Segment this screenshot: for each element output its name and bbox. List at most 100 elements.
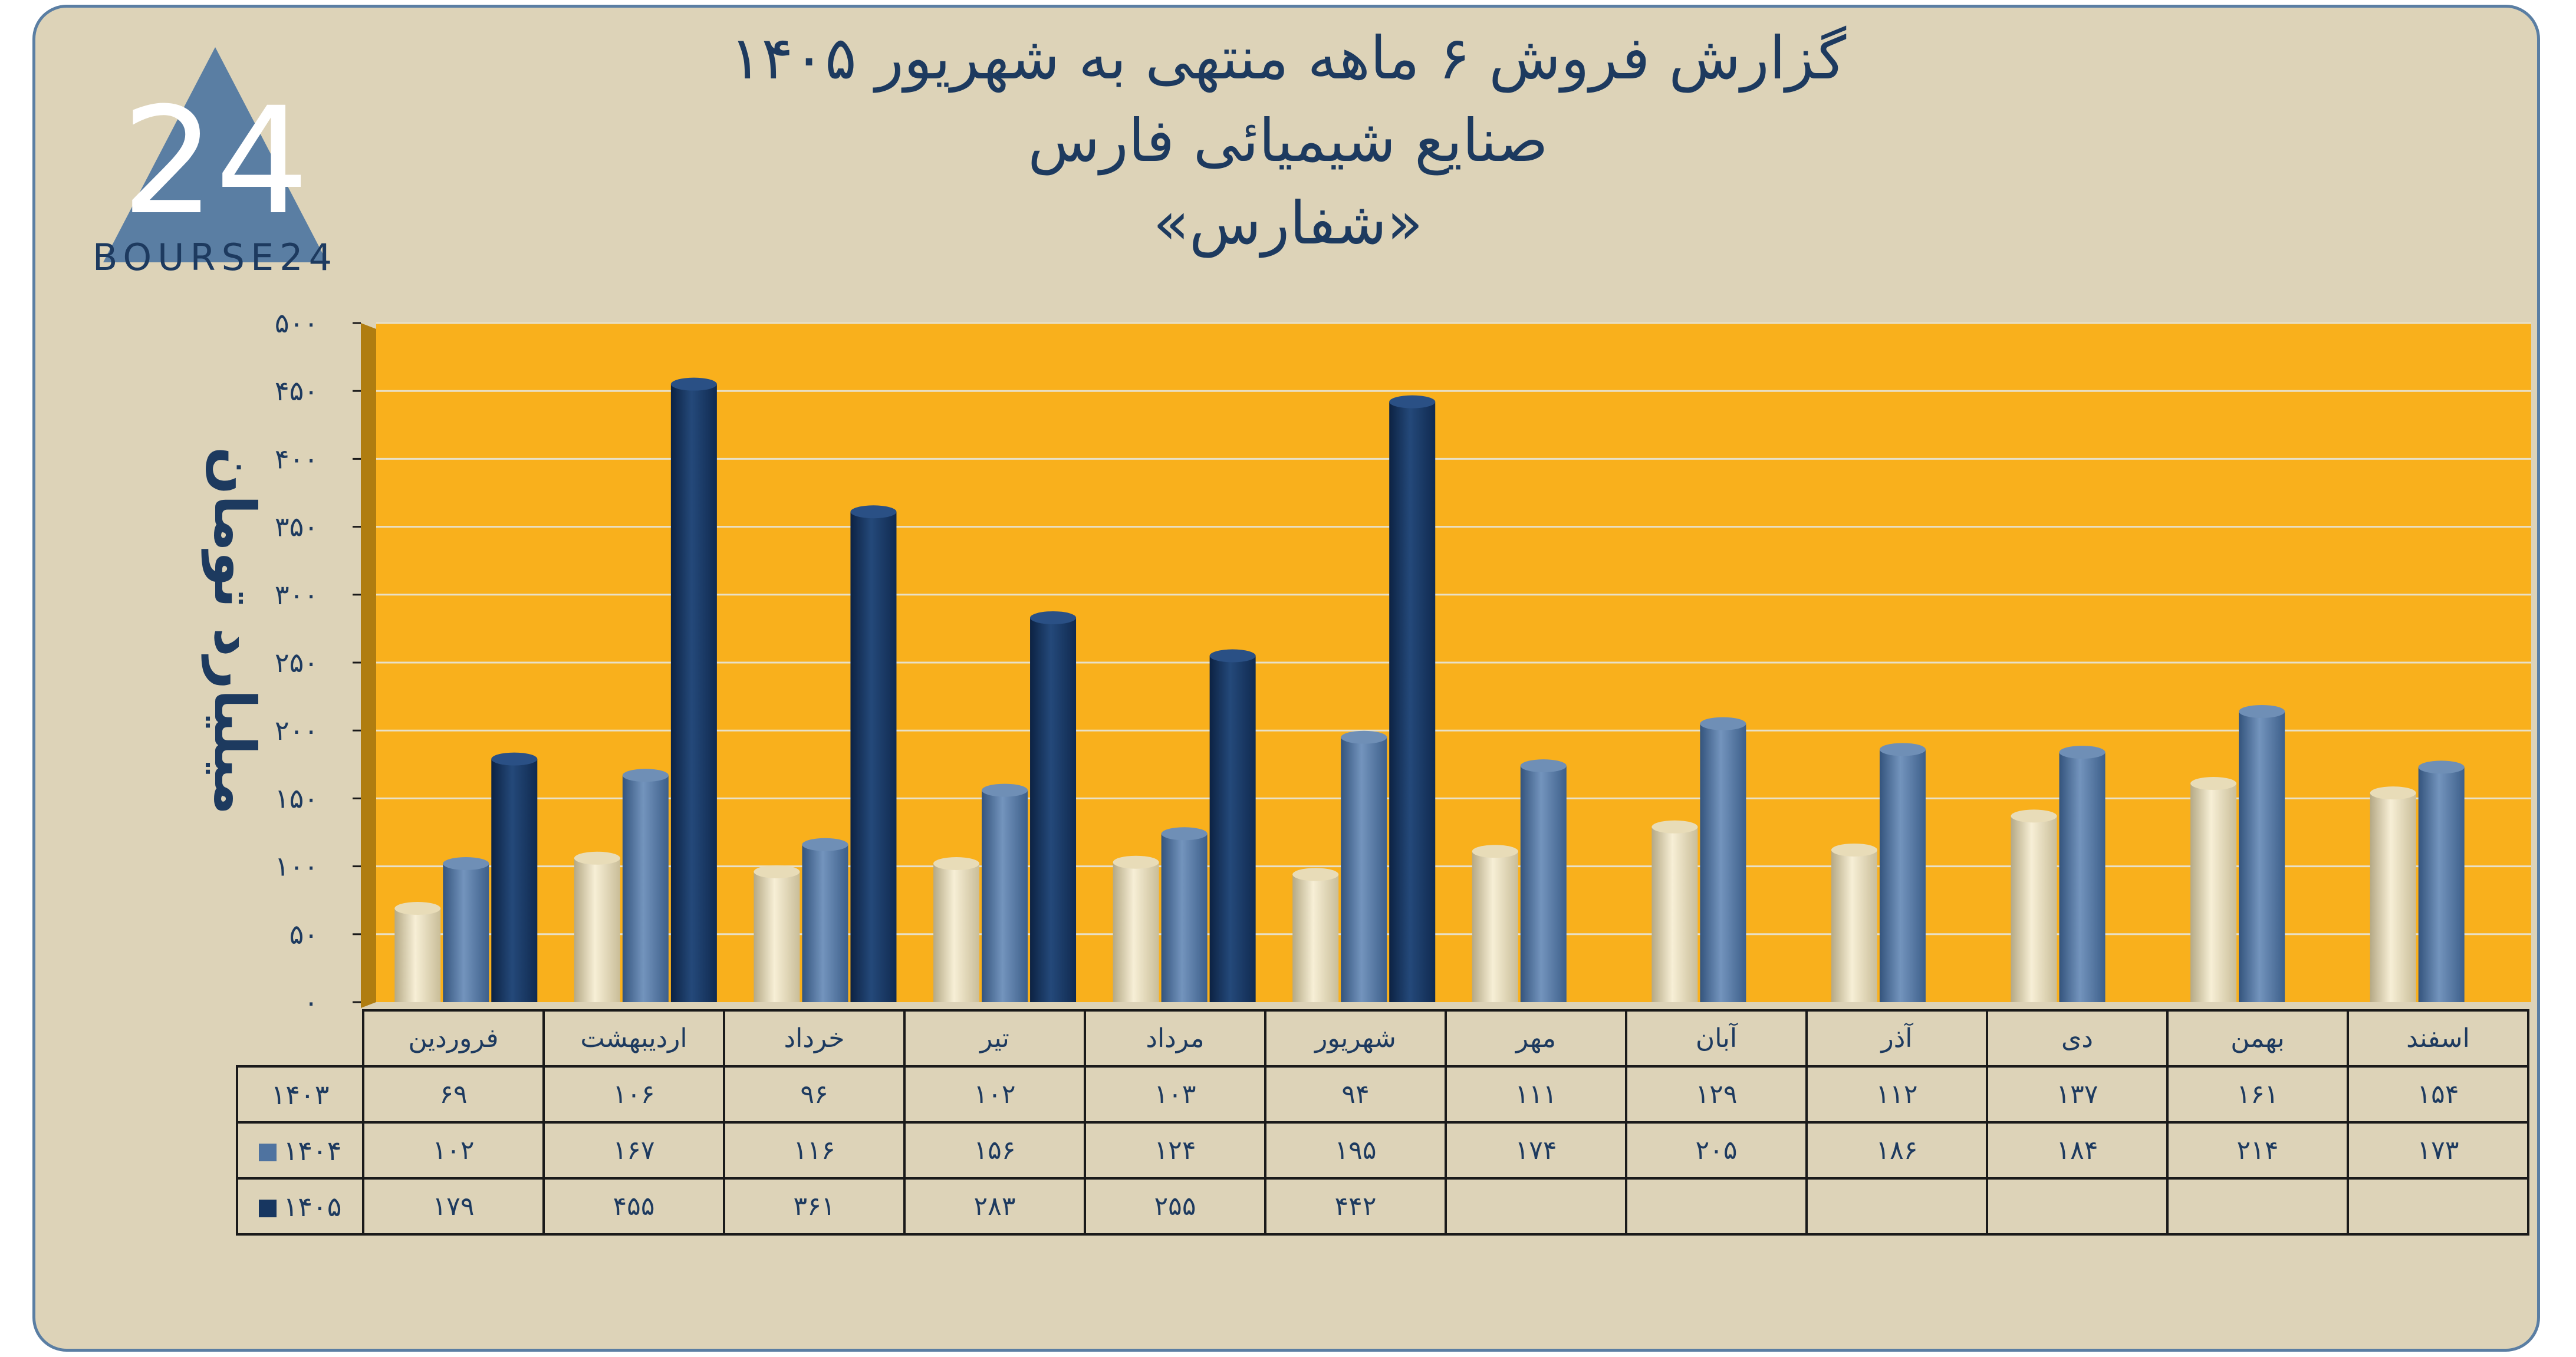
bar-۱۴۰۵ (1030, 617, 1077, 1002)
bar-۱۴۰۳ (2011, 816, 2057, 1002)
month-label: مهر (1445, 1009, 1627, 1068)
bar-۱۴۰۳ (574, 858, 620, 1002)
data-label: ۱۲۴ (1084, 1121, 1266, 1180)
bar-۱۴۰۴ (2239, 711, 2285, 1002)
bar-cap (2059, 746, 2105, 759)
data-label: ۹۶ (723, 1065, 906, 1124)
series-label: ۱۴۰۴ (236, 1121, 364, 1180)
legend-swatch (258, 1200, 277, 1217)
bar-۱۴۰۴ (802, 844, 848, 1002)
data-label: ۱۵۴ (2347, 1065, 2529, 1124)
bar-۱۴۰۳ (1292, 874, 1339, 1002)
bar-۱۴۰۴ (2059, 752, 2105, 1002)
y-tick-label: ۵۰ (289, 918, 318, 950)
series-label: ۱۴۰۳ (236, 1065, 364, 1124)
bar-cap (1389, 395, 1436, 409)
table-corner (237, 1010, 364, 1068)
data-label: ۲۰۵ (1625, 1121, 1808, 1180)
y-tick-label: ۳۰۰ (275, 579, 318, 611)
bar-cap (1161, 827, 1208, 841)
data-label: ۱۷۹ (362, 1177, 545, 1236)
bar-۱۴۰۵ (1389, 401, 1436, 1002)
data-label (2347, 1177, 2529, 1236)
month-label: آذر (1805, 1009, 1988, 1068)
data-label: ۱۶۱ (2166, 1065, 2349, 1124)
bar-cap (1113, 855, 1159, 869)
series-name: ۱۴۰۴ (283, 1134, 342, 1167)
data-label: ۱۷۴ (1445, 1121, 1627, 1180)
data-label: ۱۷۳ (2347, 1121, 2529, 1180)
plot-left-wall (361, 323, 376, 1008)
data-label: ۴۴۲ (1264, 1177, 1447, 1236)
bar-۱۴۰۴ (1341, 737, 1387, 1002)
data-label: ۱۸۶ (1805, 1121, 1988, 1180)
bar-cap (1520, 759, 1567, 773)
bar-cap (982, 783, 1028, 797)
data-label: ۴۵۵ (542, 1177, 725, 1236)
bar-۱۴۰۳ (2190, 783, 2237, 1002)
table-row: ۱۴۰۵ ۱۷۹ ۴۵۵ ۳۶۱ ۲۸۳ ۲۵۵ ۴۴۲ (236, 1177, 2529, 1236)
bar-cap (1651, 820, 1698, 834)
data-label: ۱۱۲ (1805, 1065, 1988, 1124)
data-label: ۱۳۷ (1986, 1065, 2169, 1124)
y-tick-label: ۲۵۰ (275, 647, 318, 678)
bar-۱۴۰۳ (754, 871, 800, 1002)
data-label: ۱۵۶ (903, 1121, 1086, 1180)
bar-cap (1292, 868, 1339, 881)
bar-۱۴۰۳ (1651, 826, 1698, 1002)
month-label: فروردین (362, 1009, 545, 1068)
bar-۱۴۰۳ (1113, 862, 1159, 1002)
y-tick-label: ۱۵۰ (275, 782, 318, 814)
bar-۱۴۰۴ (1161, 834, 1208, 1002)
bar-cap (933, 857, 980, 870)
data-label: ۱۸۴ (1986, 1121, 2169, 1180)
bar-cap (1472, 845, 1518, 858)
bar-cap (443, 857, 489, 870)
table-row: ۱۴۰۳ ۶۹ ۱۰۶ ۹۶ ۱۰۲ ۱۰۳ ۹۴ ۱۱۱ ۱۲۹ ۱۱۲ ۱۳۷ ۱۶۱ ۱۵۴ (236, 1065, 2529, 1124)
bar-۱۴۰۴ (2418, 767, 2465, 1002)
data-label: ۲۸۳ (903, 1177, 1086, 1236)
logo-text: BOURSE24 (92, 236, 338, 279)
bar-cap (1209, 649, 1256, 663)
bar-۱۴۰۴ (622, 775, 669, 1002)
y-axis-label: میلیارد تومان (202, 446, 268, 815)
data-label (1986, 1177, 2169, 1236)
bar-۱۴۰۳ (1472, 851, 1518, 1002)
bar-cap (1879, 743, 1926, 756)
svg-text:24: 24 (121, 75, 309, 247)
series-name: ۱۴۰۵ (283, 1190, 342, 1223)
data-label: ۱۹۵ (1264, 1121, 1447, 1180)
bar-cap (670, 377, 717, 391)
y-tick-label: ۳۵۰ (275, 511, 318, 543)
bar-۱۴۰۵ (491, 759, 538, 1002)
bar-cap (1700, 717, 1746, 730)
data-label: ۱۰۲ (903, 1065, 1086, 1124)
table-row: ۱۴۰۴ ۱۰۲ ۱۶۷ ۱۱۶ ۱۵۶ ۱۲۴ ۱۹۵ ۱۷۴ ۲۰۵ ۱۸۶ ۱۸۴ ۲۱۴ ۱۷۳ (236, 1121, 2529, 1180)
y-tick-label: ۱۰۰ (275, 851, 318, 882)
data-label: ۶۹ (362, 1065, 545, 1124)
bar-cap (1030, 611, 1077, 624)
bar-۱۴۰۴ (1520, 766, 1567, 1002)
data-label: ۱۶۷ (542, 1121, 725, 1180)
bar-۱۴۰۳ (933, 863, 980, 1002)
bar-۱۴۰۳ (1831, 849, 1877, 1002)
data-label (1445, 1177, 1627, 1236)
bar-cap (574, 851, 620, 865)
bourse24-logo-icon: 24 (103, 47, 327, 262)
bar-cap (2239, 704, 2285, 718)
table-header-row: فروردین اردیبهشت خرداد تیر مرداد شهریور مهر آبا… (237, 1009, 2529, 1068)
data-label: ۹۴ (1264, 1065, 1447, 1124)
bar-cap (850, 505, 897, 519)
bar-cap (2190, 777, 2237, 791)
y-tick-label: ۵۰۰ (275, 307, 318, 339)
data-label: ۲۵۵ (1084, 1177, 1266, 1236)
bar-cap (2011, 809, 2057, 823)
month-label: بهمن (2166, 1009, 2349, 1068)
bar-cap (2370, 786, 2416, 800)
month-label: مرداد (1084, 1009, 1266, 1068)
data-label: ۱۰۳ (1084, 1065, 1266, 1124)
data-label (1805, 1177, 1988, 1236)
chart-title-line2: صنایع شیمیائی فارس (1028, 106, 1548, 175)
bar-۱۴۰۴ (1700, 723, 1746, 1002)
month-label: آبان (1625, 1009, 1808, 1068)
